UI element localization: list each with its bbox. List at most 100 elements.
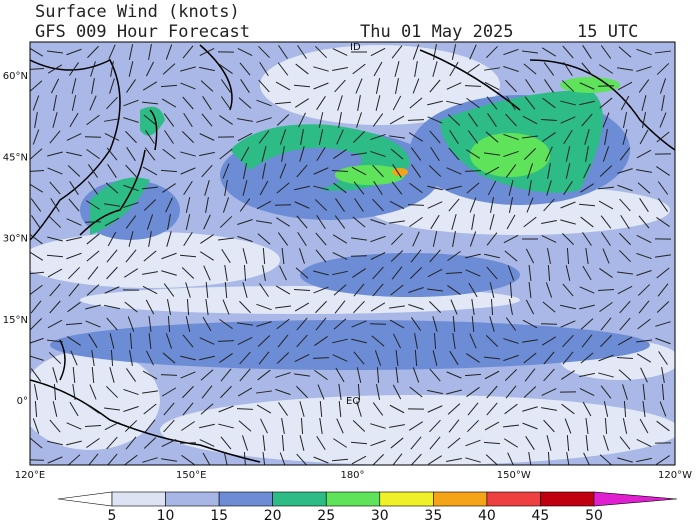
- wind-barb: [560, 201, 576, 209]
- wind-barb: [451, 214, 457, 230]
- wind-barb: [466, 97, 480, 109]
- wind-barb: [316, 146, 326, 162]
- wind-barb: [565, 163, 571, 179]
- wind-barb: [508, 197, 514, 213]
- wind-barb: [579, 100, 595, 106]
- wind-barb: [218, 423, 234, 429]
- wind-barb: [299, 146, 305, 162]
- wind-barb: [49, 181, 61, 195]
- wind-barb: [180, 371, 196, 379]
- wind-barb: [656, 63, 670, 75]
- wind-barb: [466, 63, 480, 75]
- wind-barb: [486, 45, 498, 59]
- wind-barb: [448, 419, 460, 433]
- wind-barb: [446, 371, 462, 379]
- wind-barb: [144, 419, 156, 433]
- wind-barb: [338, 112, 342, 128]
- wind-barb: [239, 62, 251, 76]
- wind-barb: [87, 181, 99, 195]
- wind-barb: [332, 234, 348, 244]
- wind-barb: [106, 147, 118, 161]
- wind-barb: [541, 407, 557, 411]
- wind-barb: [525, 436, 535, 450]
- wind-barb: [242, 248, 248, 264]
- wind-barb: [451, 44, 457, 60]
- wind-barb: [242, 163, 248, 179]
- wind-barb: [279, 265, 287, 281]
- wind-barb: [276, 182, 290, 194]
- wind-barb: [128, 44, 134, 60]
- wind-barb: [203, 265, 211, 281]
- wind-barb: [414, 349, 418, 367]
- wind-barb: [357, 95, 361, 111]
- wind-barb: [427, 116, 443, 124]
- wind-barb: [142, 81, 158, 91]
- wind-barb: [262, 247, 266, 265]
- wind-barb: [446, 389, 462, 395]
- wind-barb: [69, 62, 79, 76]
- wind-barb: [167, 214, 171, 230]
- wind-barb: [68, 198, 80, 212]
- wind-barb: [179, 442, 197, 444]
- wind-barb: [106, 266, 118, 280]
- colorbar-segment: [218, 491, 273, 507]
- wind-barb: [123, 99, 139, 107]
- wind-barb: [566, 434, 570, 452]
- wind-barb: [86, 233, 100, 245]
- wind-barb: [585, 248, 589, 264]
- wind-barb: [109, 367, 115, 383]
- wind-barb: [181, 454, 195, 465]
- wind-barb: [352, 420, 366, 432]
- wind-barb: [202, 96, 212, 110]
- wind-barb: [205, 299, 209, 315]
- wind-barb: [661, 383, 665, 401]
- wind-barb: [623, 400, 627, 418]
- wind-barb: [331, 458, 349, 462]
- wind-barb: [429, 436, 441, 450]
- wind-barb: [639, 198, 649, 212]
- wind-barb: [318, 129, 324, 145]
- wind-barb: [412, 44, 420, 60]
- wind-barb: [433, 44, 437, 60]
- wind-barb: [503, 66, 519, 72]
- wind-barb: [659, 78, 667, 94]
- wind-barb: [351, 338, 367, 344]
- wind-barb: [86, 200, 100, 210]
- wind-barb: [50, 78, 60, 94]
- lat-label: 15°N: [3, 315, 28, 326]
- wind-barb: [199, 423, 215, 429]
- wind-barb: [334, 79, 346, 93]
- wind-barb: [561, 80, 575, 92]
- wind-barb: [31, 215, 41, 229]
- wind-barb: [47, 268, 63, 278]
- wind-barb: [49, 419, 61, 433]
- map-frame: [29, 41, 676, 466]
- wind-barb: [408, 287, 424, 293]
- wind-barb: [335, 367, 345, 383]
- wind-barb: [581, 334, 593, 348]
- wind-barb: [279, 163, 287, 179]
- colorbar-label: 50: [585, 508, 603, 524]
- wind-barb: [127, 316, 135, 332]
- wind-barb: [146, 350, 154, 366]
- wind-barb: [561, 232, 575, 246]
- wind-barb: [427, 185, 443, 191]
- wind-barb: [525, 79, 535, 93]
- wind-barb: [333, 182, 347, 194]
- wind-barb: [618, 46, 632, 58]
- wind-barb: [617, 168, 633, 174]
- wind-barb: [91, 366, 95, 384]
- wind-barb: [639, 129, 649, 145]
- wind-barb: [281, 434, 285, 452]
- wind-barb: [69, 112, 79, 128]
- wind-barb: [447, 285, 461, 295]
- wind-barb: [656, 455, 670, 465]
- wind-barb: [389, 220, 405, 224]
- wind-barb: [219, 115, 233, 125]
- wind-barb: [414, 333, 418, 349]
- colorbar-segment: [165, 491, 220, 507]
- wind-barb: [30, 198, 42, 212]
- wind-barb: [395, 366, 399, 384]
- wind-barb: [446, 82, 462, 90]
